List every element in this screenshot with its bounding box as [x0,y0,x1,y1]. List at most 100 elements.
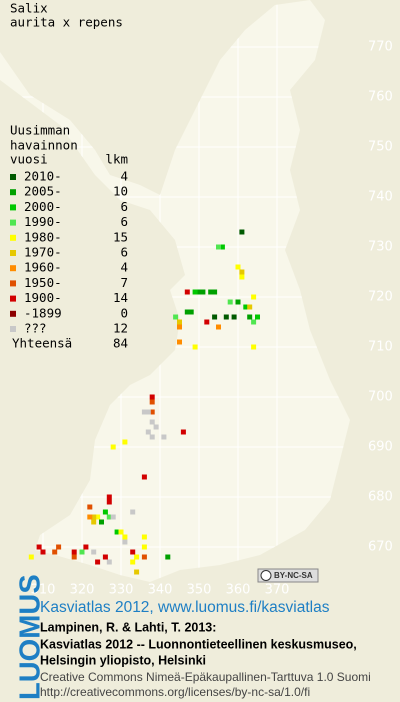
observation-square [227,299,233,305]
observation-square [122,539,128,545]
legend-swatch [10,204,16,211]
observation-square [71,549,77,555]
observation-square [149,409,155,415]
x-grid-label: 330 [109,583,134,598]
observation-square [212,314,218,320]
observation-square [106,494,112,500]
observation-square [110,514,116,520]
observation-square [110,444,116,450]
observation-square [141,554,147,560]
legend-swatch [10,295,16,302]
observation-square [247,304,253,310]
observation-square [122,439,128,445]
y-grid-label: 710 [368,340,393,355]
observation-square [91,549,97,555]
observation-square [134,569,140,575]
taxon: aurita x repens [10,15,123,30]
legend-swatch [10,265,16,272]
observation-square [141,409,147,415]
observation-square [208,289,214,295]
observation-square [40,549,46,555]
observation-square [130,509,136,515]
logo: LUOMUS [15,574,47,700]
observation-square [36,544,42,550]
badge-text: BY-NC-SA [274,571,313,580]
legend-label: 2010- [24,169,62,184]
observation-square [255,314,260,320]
observation-square [251,294,257,300]
observation-square [231,314,237,320]
legend-label: 1900- [24,290,62,305]
observation-square [118,529,124,535]
observation-square [247,314,253,320]
legend-swatch [10,234,16,241]
y-grid-label: 680 [368,490,393,505]
legend-count: 0 [120,305,128,320]
link: Kasviatlas 2012, www.luomus.fi/kasviatla… [40,599,330,616]
observation-square [196,289,202,295]
observation-square [200,289,206,295]
observation-square [184,309,190,315]
x-grid-label: 320 [70,583,95,598]
observation-square [149,399,155,405]
legend-swatch [10,326,16,332]
y-grid-label: 760 [368,90,393,105]
legend-count: 10 [113,184,128,199]
observation-square [216,244,221,250]
observation-square [235,264,241,270]
legend-label: -1899 [24,305,62,320]
observation-square [239,229,245,235]
y-grid-label: 720 [368,290,393,305]
observation-square [239,269,245,275]
legend-swatch [10,310,16,317]
observation-square [95,559,101,565]
observation-square [145,429,151,435]
observation-square [106,514,112,520]
legend-heading: havainnon [10,138,78,153]
observation-square [130,549,136,555]
observation-square [251,344,257,350]
observation-square [91,514,97,520]
observation-square [83,544,89,550]
legend-label: 2000- [24,199,62,214]
legend-heading: vuosi [10,152,48,167]
legend-label: 1980- [24,229,62,244]
legend: 2010- 4 2005- 10 2000- 6 1990- 6 1980- 15 1970- 6 19… [10,169,128,351]
observation-square [192,289,198,295]
legend-label: 1950- [24,275,62,290]
legend-swatch [10,174,16,180]
citation: Kasviatlas 2012 -- Luonnontieteellinen k… [40,637,357,651]
legend-count: 14 [113,290,128,305]
legend-count: 12 [113,321,128,336]
observation-square [177,339,182,345]
observation-square [188,309,194,315]
legend-count: 7 [120,275,128,290]
license: Creative Commons Nimeä-Epäkaupallinen-Ta… [40,670,371,684]
observation-square [79,549,85,555]
legend-label: ??? [24,321,47,336]
legend-heading: Uusimman [10,123,70,138]
genus: Salix [10,1,48,16]
observation-square [243,304,249,310]
legend-label: 1990- [24,214,62,229]
legend-swatch [10,189,16,196]
observation-square [122,534,128,540]
observation-square [56,544,62,550]
observation-square [141,474,147,480]
observation-square [251,319,257,325]
y-grid-label: 770 [368,40,393,55]
observation-square [165,554,171,560]
observation-square [153,424,159,430]
legend-count-heading: lkm [105,152,128,167]
legend-swatch [10,219,16,226]
observation-square [239,274,245,280]
y-grid-label: 690 [368,440,393,455]
observation-square [204,319,210,325]
observation-square [87,514,93,520]
y-grid-label: 750 [368,140,393,155]
observation-square [52,549,58,555]
observation-square [91,519,97,525]
observation-square [212,289,218,295]
badge-box [257,568,319,583]
